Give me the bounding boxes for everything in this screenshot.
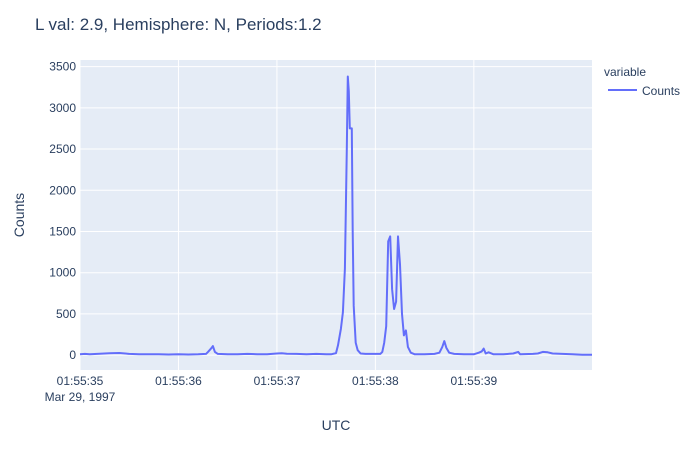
x-tick-label: 01:55:37 <box>254 374 301 388</box>
y-tick-label: 3500 <box>49 60 76 74</box>
x-tick-label: 01:55:39 <box>450 374 497 388</box>
x-tick-label: 01:55:38 <box>352 374 399 388</box>
x-axis-label: UTC <box>322 417 351 433</box>
y-tick-label: 0 <box>69 348 76 362</box>
y-tick-labels: 0 500 1000 1500 2000 2500 3000 3500 <box>49 60 76 363</box>
x-tick-labels: 01:55:35 01:55:36 01:55:37 01:55:38 01:55:39 <box>57 374 498 388</box>
x-date-label: Mar 29, 1997 <box>45 390 116 404</box>
y-tick-label: 2000 <box>49 183 76 197</box>
legend-title: variable <box>604 65 646 79</box>
gridlines <box>79 60 592 370</box>
series-line-counts[interactable] <box>79 75 592 356</box>
y-tick-label: 1000 <box>49 266 76 280</box>
y-axis-label: Counts <box>11 193 27 237</box>
x-tick-label: 01:55:36 <box>155 374 202 388</box>
series-layer <box>79 75 592 356</box>
y-tick-label: 500 <box>56 307 76 321</box>
chart-title: L val: 2.9, Hemisphere: N, Periods:1.2 <box>35 15 322 34</box>
legend[interactable]: variable Counts <box>604 65 680 98</box>
x-tick-label: 01:55:35 <box>57 374 104 388</box>
y-tick-label: 3000 <box>49 101 76 115</box>
y-tick-label: 1500 <box>49 224 76 238</box>
y-tick-label: 2500 <box>49 142 76 156</box>
plot-area[interactable] <box>80 60 592 370</box>
legend-item-counts[interactable]: Counts <box>642 84 680 98</box>
